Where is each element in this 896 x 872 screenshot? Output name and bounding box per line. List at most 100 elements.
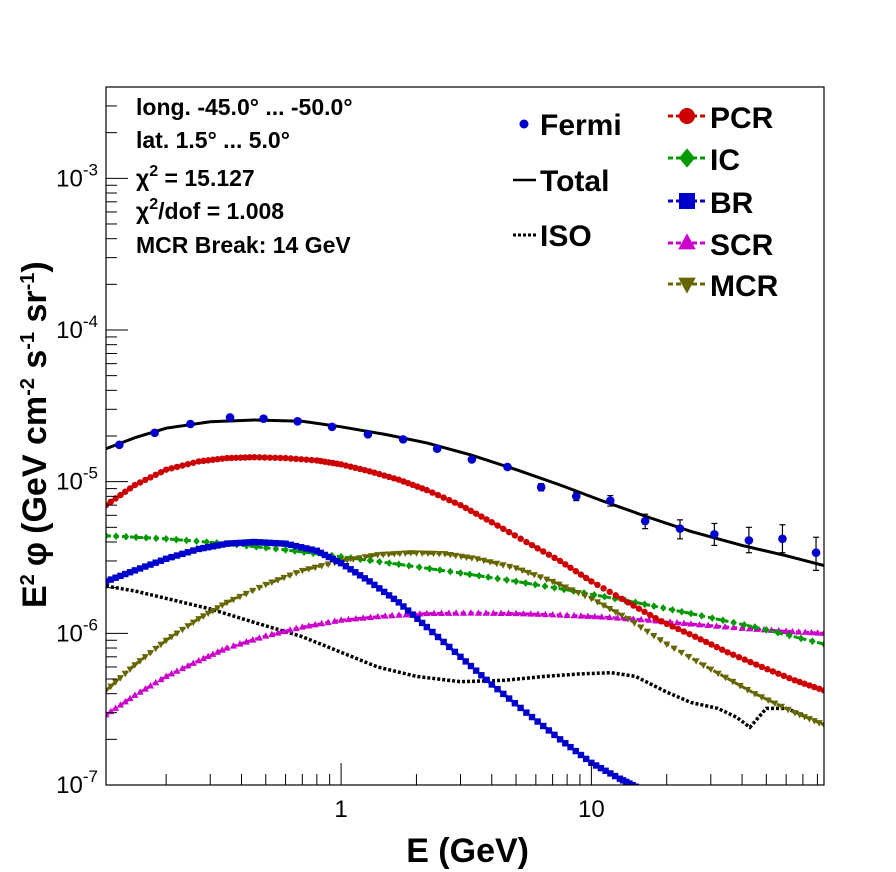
mcr-point: [396, 550, 404, 558]
mcr-point: [255, 584, 263, 592]
br-point: [505, 695, 513, 702]
fermi-point: [675, 524, 685, 533]
mcr-point: [670, 645, 678, 653]
y-tick-label: 10-5: [56, 464, 98, 496]
br-point: [162, 555, 170, 563]
br-point: [317, 549, 325, 557]
fermi-point: [150, 428, 159, 438]
br-point: [457, 653, 464, 661]
br-point: [246, 539, 253, 546]
scr-point: [223, 644, 231, 651]
ic-point: [272, 545, 280, 553]
scr-point: [673, 618, 681, 626]
scr-point: [374, 612, 382, 620]
scr-point: [820, 629, 824, 636]
ic-point: [669, 605, 676, 614]
br-point: [361, 575, 369, 582]
scr-point: [482, 609, 490, 616]
br-point: [232, 539, 240, 547]
pcr-point: [251, 453, 258, 461]
fermi-point: [259, 414, 268, 424]
pcr-point: [457, 501, 464, 509]
scr-point: [131, 691, 139, 698]
scr-point: [541, 610, 549, 618]
pcr-point: [195, 458, 202, 465]
pcr-point: [179, 462, 186, 469]
fermi-point: [363, 430, 373, 439]
mcr-point: [643, 628, 651, 636]
info-line-longitude: long. -45.0° ... -50.0°: [136, 94, 353, 120]
br-point: [214, 542, 221, 549]
ic-point: [405, 561, 413, 570]
scr-point: [116, 701, 124, 708]
pcr-point: [572, 567, 579, 575]
fermi-point: [467, 455, 477, 464]
br-point: [434, 633, 442, 641]
pcr-point: [724, 649, 731, 656]
pcr-point: [147, 474, 154, 481]
mcr-point: [229, 596, 237, 604]
pcr-point: [117, 491, 124, 499]
br-point: [409, 611, 416, 618]
mcr-point: [473, 556, 481, 563]
mcr-point: [512, 565, 520, 572]
ic-point: [416, 563, 423, 572]
br-point: [152, 559, 159, 566]
mcr-point: [721, 674, 730, 682]
pcr-point: [287, 455, 294, 462]
ic-point: [751, 623, 759, 631]
scr-point: [788, 627, 796, 635]
pcr-point: [786, 674, 793, 682]
series-mcr: [106, 550, 824, 729]
fermi-point: [225, 413, 235, 422]
mcr-point: [286, 572, 294, 579]
mcr-point: [524, 569, 532, 577]
ic-point: [291, 547, 299, 555]
mcr-point: [637, 624, 645, 631]
pcr-point: [551, 554, 558, 562]
pcr-point: [811, 683, 818, 691]
scr-point: [184, 662, 192, 669]
br-point: [277, 540, 284, 547]
ic-point: [395, 560, 402, 569]
fermi-point: [571, 492, 581, 501]
scr-point: [591, 612, 599, 620]
scr-point: [152, 678, 160, 686]
fermi-point: [503, 462, 512, 472]
pcr-point: [663, 620, 671, 628]
br-point: [282, 540, 289, 547]
mcr-point: [214, 605, 222, 612]
scr-point: [381, 612, 389, 619]
ic-point: [632, 598, 639, 607]
br-point: [122, 570, 129, 578]
mcr-point: [612, 609, 620, 616]
br-point: [112, 574, 119, 581]
br-point: [511, 700, 519, 707]
mcr-point: [764, 697, 772, 704]
mcr-point: [136, 658, 144, 665]
mcr-point: [249, 587, 257, 595]
scr-point: [801, 628, 809, 635]
pcr-point: [577, 571, 585, 578]
mcr-point: [801, 714, 809, 721]
br-point: [179, 550, 186, 558]
mcr-point: [189, 619, 197, 627]
mcr-point: [401, 550, 409, 557]
br-point: [390, 595, 398, 603]
br-point: [251, 538, 258, 546]
pcr-point: [702, 638, 710, 646]
ic-point: [494, 574, 501, 583]
br-point: [261, 539, 268, 546]
pcr-point: [806, 682, 813, 689]
br-point: [371, 581, 378, 589]
ic-point: [426, 564, 433, 573]
scr-point: [146, 682, 155, 689]
mcr-point: [656, 637, 664, 644]
scr-point: [242, 638, 250, 645]
scr-point: [814, 629, 822, 636]
mcr-point: [685, 654, 693, 661]
ic-point: [457, 569, 464, 577]
br-point: [173, 552, 181, 559]
ic-point: [551, 583, 558, 592]
mcr-point: [184, 623, 192, 630]
